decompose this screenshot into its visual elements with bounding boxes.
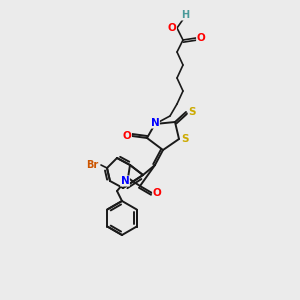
Text: H: H — [181, 10, 189, 20]
Text: O: O — [123, 131, 131, 141]
Text: S: S — [181, 134, 189, 144]
Text: O: O — [153, 188, 161, 198]
Text: N: N — [151, 118, 159, 128]
Text: S: S — [188, 107, 196, 117]
Text: Br: Br — [86, 160, 98, 170]
Text: O: O — [168, 23, 176, 33]
Text: N: N — [121, 176, 129, 186]
Text: O: O — [196, 33, 206, 43]
